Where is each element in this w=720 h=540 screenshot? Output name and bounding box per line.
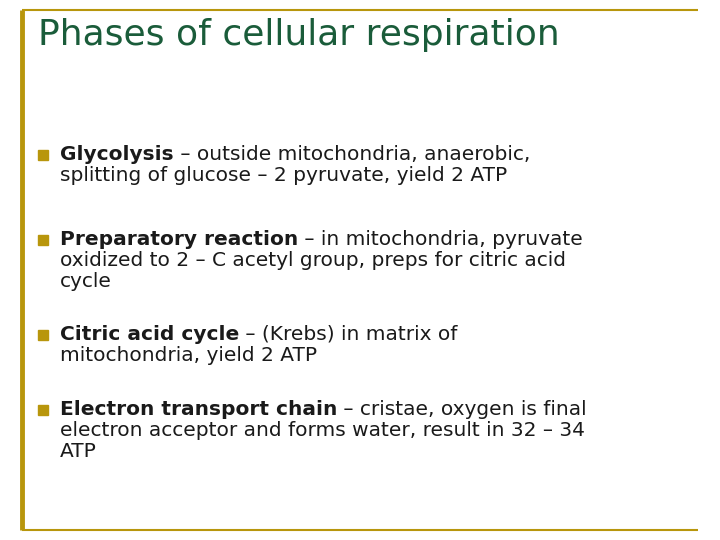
Bar (38, 404, 48, 415)
Text: oxidized to 2 – C acetyl group, preps for citric acid: oxidized to 2 – C acetyl group, preps fo… (60, 251, 566, 270)
Text: Phases of cellular respiration: Phases of cellular respiration (38, 18, 559, 52)
Bar (38, 329, 48, 340)
Text: ATP: ATP (60, 442, 97, 461)
Text: cycle: cycle (60, 272, 112, 291)
Text: Electron transport chain: Electron transport chain (60, 400, 338, 419)
Text: electron acceptor and forms water, result in 32 – 34: electron acceptor and forms water, resul… (60, 421, 585, 440)
Text: – (Krebs) in matrix of: – (Krebs) in matrix of (239, 325, 458, 344)
Bar (38, 150, 48, 159)
Text: Citric acid cycle: Citric acid cycle (60, 325, 239, 344)
Text: – outside mitochondria, anaerobic,: – outside mitochondria, anaerobic, (174, 145, 530, 164)
Text: Glycolysis: Glycolysis (60, 145, 174, 164)
Text: Preparatory reaction: Preparatory reaction (60, 230, 298, 249)
Text: splitting of glucose – 2 pyruvate, yield 2 ATP: splitting of glucose – 2 pyruvate, yield… (60, 166, 508, 185)
Text: – cristae, oxygen is final: – cristae, oxygen is final (338, 400, 587, 419)
Text: – in mitochondria, pyruvate: – in mitochondria, pyruvate (298, 230, 583, 249)
Text: mitochondria, yield 2 ATP: mitochondria, yield 2 ATP (60, 346, 317, 365)
Bar (38, 234, 48, 245)
